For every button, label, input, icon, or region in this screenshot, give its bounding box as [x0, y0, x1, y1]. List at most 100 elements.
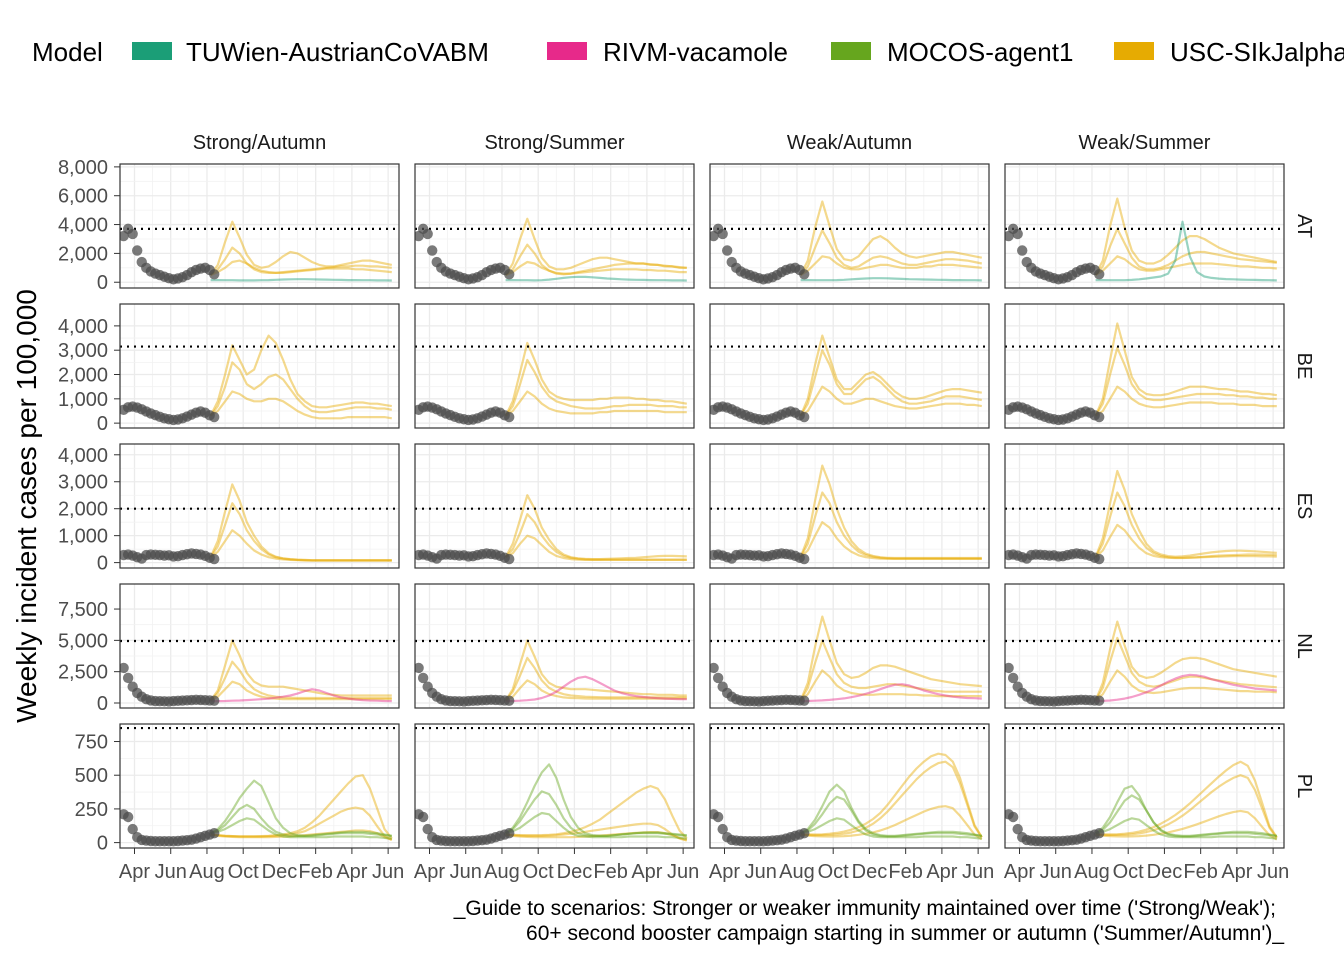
panel-background [710, 584, 989, 708]
projection-line-usc-sikjalpha [210, 259, 392, 277]
projection-line-usc-sikjalpha [1095, 809, 1278, 841]
legend-swatch-usc [1114, 42, 1154, 60]
observed-point [1094, 827, 1105, 839]
projection-line-usc-sikjalpha [1094, 346, 1277, 417]
projection-line-usc-sikjalpha [504, 656, 687, 702]
projection-line-usc-sikjalpha [799, 334, 982, 417]
panel-border [709, 163, 990, 289]
x-tick-label: Dec [852, 861, 888, 883]
observed-points [415, 662, 515, 707]
x-tick-label: Jun [1040, 861, 1072, 883]
projection-line-usc-sikjalpha [209, 483, 392, 562]
observed-point [132, 245, 143, 256]
projection-line-usc-sikjalpha [799, 464, 982, 560]
y-tick-label-es: 1,000 [58, 526, 108, 548]
projection-lines [800, 752, 983, 841]
panel-pl-weak-autumn [709, 723, 990, 849]
observed-point [209, 269, 220, 280]
projection-line-rivm-vacamole [210, 688, 392, 703]
observed-point [427, 245, 438, 256]
x-tick-label: Oct [1113, 861, 1145, 883]
y-tick-label-be: 2,000 [58, 365, 108, 387]
facet-strip-weak-summer: Weak/Summer [1079, 132, 1211, 154]
observed-point [417, 672, 429, 684]
observed-point [415, 662, 424, 674]
projection-line-usc-sikjalpha [1095, 255, 1277, 276]
caption-line-2: 60+ second booster campaign starting in … [526, 922, 1284, 945]
projection-line-usc-sikjalpha [1094, 322, 1277, 417]
projection-line-usc-sikjalpha [799, 521, 982, 560]
projection-line-usc-sikjalpha [799, 615, 982, 701]
projection-line-usc-sikjalpha [1094, 636, 1277, 702]
projection-line-usc-sikjalpha [504, 494, 687, 561]
observed-point [717, 823, 728, 835]
panel-border [1004, 723, 1285, 849]
observed-points [1005, 809, 1105, 847]
observed-point [209, 553, 220, 565]
panel-border [709, 303, 990, 429]
observed-points [415, 809, 515, 847]
panel-border [119, 723, 400, 849]
y-tick-label-nl: 2,500 [58, 662, 108, 684]
observed-point [127, 823, 138, 835]
projection-line-usc-sikjalpha [1094, 385, 1277, 417]
x-tick-label: Jun [1257, 861, 1289, 883]
panel-es-weak-summer [1004, 443, 1285, 569]
legend-swatch-rivm [547, 42, 587, 60]
projection-line-usc-sikjalpha [210, 680, 392, 702]
projection-lines [504, 341, 687, 417]
observed-point [127, 228, 138, 240]
projection-lines [209, 334, 392, 420]
panel-es-weak-autumn [709, 443, 990, 569]
projection-lines [1094, 760, 1278, 841]
observed-point [422, 823, 433, 835]
projection-line-usc-sikjalpha [209, 390, 392, 420]
x-tick-label: Apr [926, 861, 957, 883]
x-tick-label: Feb [888, 861, 922, 883]
observed-points [120, 662, 220, 707]
y-tick-label-be: 0 [97, 413, 108, 435]
y-tick-label-nl: 0 [97, 693, 108, 715]
observed-point [1012, 228, 1023, 240]
y-tick-label-nl: 5,000 [58, 630, 108, 652]
observed-points [710, 809, 810, 847]
panel-border [1004, 443, 1285, 569]
projection-line-tuwien-austriancovabm [800, 277, 982, 282]
observed-points [120, 809, 220, 847]
panel-border [1004, 163, 1285, 289]
projection-line-rivm-vacamole [1095, 673, 1277, 703]
observed-point [120, 662, 129, 674]
y-tick-label-pl: 250 [75, 799, 108, 821]
projection-lines [799, 615, 982, 703]
panel-at-weak-summer [1004, 163, 1285, 289]
projection-line-usc-sikjalpha [504, 390, 687, 417]
panel-border [1004, 583, 1285, 709]
projection-line-mocos-agent1 [210, 779, 392, 837]
observed-points [710, 401, 810, 426]
y-tick-label-es: 0 [97, 553, 108, 575]
projection-line-usc-sikjalpha [209, 220, 393, 276]
y-tick-label-at: 2,000 [58, 243, 108, 265]
projection-line-rivm-vacamole [800, 683, 982, 703]
observed-point [799, 411, 810, 423]
x-tick-label: Jun [745, 861, 777, 883]
panel-border [709, 583, 990, 709]
observed-point [712, 811, 724, 823]
observed-points [1005, 223, 1105, 285]
facet-strip-nl: NL [1293, 633, 1315, 659]
x-tick-label: Oct [228, 861, 260, 883]
projection-line-usc-sikjalpha [504, 513, 687, 561]
x-tick-label: Aug [189, 861, 225, 883]
panel-nl-strong-summer [414, 583, 695, 709]
observed-point [209, 827, 220, 839]
projection-line-rivm-vacamole [505, 675, 687, 703]
projection-line-tuwien-austriancovabm [505, 275, 687, 282]
x-tick-label: Apr [631, 861, 662, 883]
observed-point [504, 411, 515, 423]
observed-point [122, 811, 134, 823]
legend-label-usc: USC-SIkJalpha [1170, 37, 1344, 67]
panel-border [119, 443, 400, 569]
panel-be-strong-summer [414, 303, 695, 429]
projection-line-usc-sikjalpha [800, 805, 983, 841]
